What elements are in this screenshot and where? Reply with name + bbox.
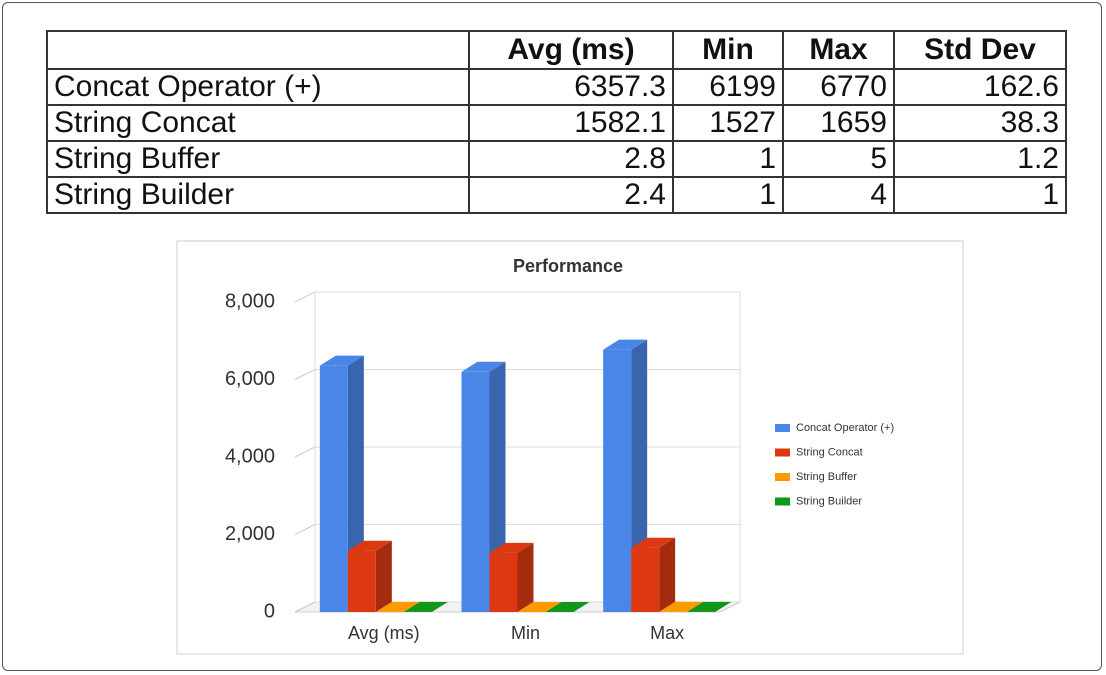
legend-label: Concat Operator (+) bbox=[796, 422, 894, 434]
grid-line-depth bbox=[294, 524, 316, 535]
value-cell: 6199 bbox=[672, 68, 784, 106]
bar-side bbox=[659, 537, 676, 612]
value-cell: 1 bbox=[672, 176, 784, 214]
bar-side bbox=[431, 601, 448, 612]
row-label: String Buffer bbox=[46, 140, 470, 178]
value-cell: 1 bbox=[893, 176, 1067, 214]
bar bbox=[489, 552, 518, 612]
chart-panel bbox=[176, 240, 964, 655]
bar-top bbox=[545, 601, 590, 612]
grid-line-depth bbox=[294, 369, 316, 380]
bar bbox=[631, 547, 660, 612]
bar bbox=[461, 371, 490, 612]
value-cell: 162.6 bbox=[893, 68, 1067, 106]
bar-top bbox=[659, 601, 704, 612]
grid-line-depth bbox=[294, 601, 316, 613]
value-cell: 1 bbox=[672, 140, 784, 178]
y-tick-label: 6,000 bbox=[225, 368, 275, 390]
row-label: String Builder bbox=[46, 176, 470, 214]
table-row: String Builder 2.4 1 4 1 bbox=[46, 176, 1067, 214]
x-tick-label: Max bbox=[650, 623, 684, 643]
bar-top bbox=[461, 361, 506, 372]
value-cell: 1.2 bbox=[893, 140, 1067, 178]
table-body: Concat Operator (+) 6357.3 6199 6770 162.6 St… bbox=[46, 68, 1067, 214]
value-cell: 4 bbox=[782, 176, 895, 214]
chart-title: Performance bbox=[513, 256, 623, 276]
bar-top bbox=[631, 537, 676, 548]
bar-side bbox=[573, 601, 590, 612]
grid-line-depth bbox=[294, 291, 316, 303]
table-row: String Buffer 2.8 1 5 1.2 bbox=[46, 140, 1067, 178]
results-table: Avg (ms) Min Max Std Dev Concat Operator (+… bbox=[46, 30, 1067, 214]
bar bbox=[347, 550, 376, 612]
legend-swatch bbox=[775, 473, 790, 481]
bar-top bbox=[687, 601, 732, 612]
row-label: String Concat bbox=[46, 104, 470, 142]
bar bbox=[319, 365, 348, 612]
corner-cell bbox=[46, 30, 470, 70]
column-header: Std Dev bbox=[893, 30, 1067, 70]
value-cell: 2.8 bbox=[468, 140, 674, 178]
value-cell: 1527 bbox=[672, 104, 784, 142]
bar bbox=[603, 349, 632, 612]
value-cell: 38.3 bbox=[893, 104, 1067, 142]
bar-top bbox=[517, 601, 562, 612]
bar-top bbox=[489, 542, 534, 553]
legend-label: String Buffer bbox=[796, 471, 857, 483]
legend-swatch bbox=[775, 497, 790, 506]
bar-side bbox=[375, 540, 392, 612]
bar-top bbox=[347, 540, 392, 551]
value-cell: 1582.1 bbox=[468, 104, 674, 142]
bar-top bbox=[603, 339, 648, 350]
y-tick-label: 0 bbox=[264, 600, 275, 622]
column-header: Min bbox=[672, 30, 784, 70]
value-cell: 1659 bbox=[782, 104, 895, 142]
bar-top bbox=[319, 355, 364, 366]
y-tick-label: 4,000 bbox=[225, 445, 275, 467]
y-tick-label: 2,000 bbox=[225, 523, 275, 545]
x-tick-label: Avg (ms) bbox=[348, 623, 420, 643]
bar-top bbox=[375, 601, 420, 612]
legend-swatch bbox=[775, 448, 790, 457]
x-tick-label: Min bbox=[511, 623, 540, 643]
grid-line-depth bbox=[294, 446, 316, 458]
bar-top bbox=[403, 601, 448, 612]
column-header: Avg (ms) bbox=[468, 30, 674, 70]
header-row: Avg (ms) Min Max Std Dev bbox=[46, 30, 1067, 70]
bar-side bbox=[517, 542, 534, 612]
bar-side bbox=[715, 601, 732, 612]
y-tick-label: 8,000 bbox=[225, 290, 275, 312]
column-header: Max bbox=[782, 30, 895, 70]
value-cell: 2.4 bbox=[468, 176, 674, 214]
legend-swatch bbox=[775, 424, 790, 432]
table-row: Concat Operator (+) 6357.3 6199 6770 162.6 bbox=[46, 68, 1067, 106]
row-label: Concat Operator (+) bbox=[46, 68, 470, 106]
value-cell: 6357.3 bbox=[468, 68, 674, 106]
value-cell: 5 bbox=[782, 140, 895, 178]
value-cell: 6770 bbox=[782, 68, 895, 106]
legend-label: String Concat bbox=[796, 446, 863, 458]
table-row: String Concat 1582.1 1527 1659 38.3 bbox=[46, 104, 1067, 142]
legend-label: String Builder bbox=[796, 495, 862, 507]
